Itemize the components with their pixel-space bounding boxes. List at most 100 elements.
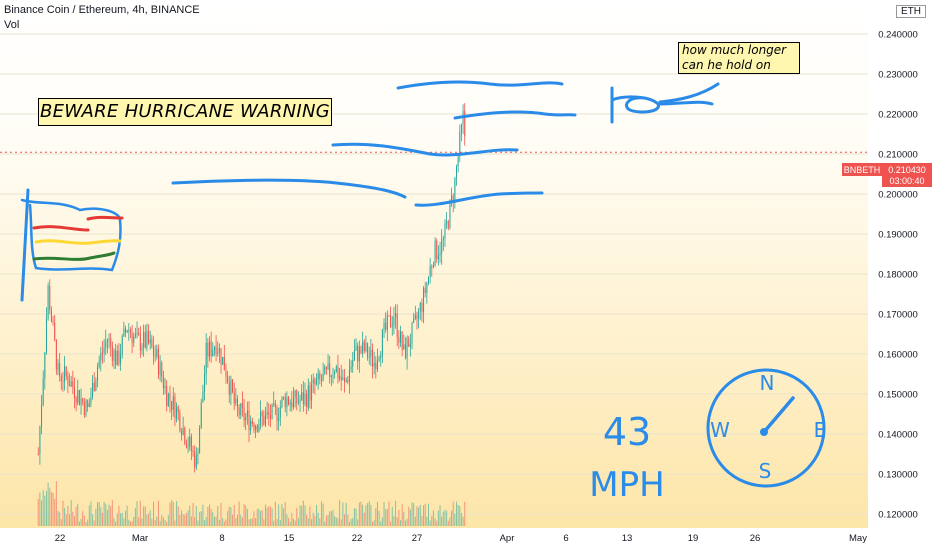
volume-bar — [462, 516, 464, 526]
volume-bar — [184, 514, 186, 526]
volume-bar — [148, 513, 150, 526]
candle-body — [230, 379, 232, 395]
candle-body — [220, 348, 222, 365]
candle-body — [325, 366, 327, 370]
volume-bar — [334, 516, 336, 526]
volume-bar — [378, 510, 380, 526]
candle-body — [404, 344, 406, 359]
volume-bar — [353, 508, 355, 526]
candle-body — [329, 363, 331, 378]
volume-bar — [329, 511, 331, 526]
volume-bar — [138, 517, 140, 526]
candle-body — [332, 374, 334, 376]
candle-body — [439, 253, 441, 256]
candle-body — [411, 322, 413, 344]
volume-bar — [98, 502, 100, 526]
price-badge-bg — [882, 163, 932, 187]
candle-body — [172, 396, 174, 410]
volume-bar — [44, 495, 46, 526]
volume-bar — [459, 506, 461, 526]
candle-body — [67, 376, 69, 385]
volume-bar — [452, 501, 454, 526]
candle-body — [62, 380, 64, 382]
candle-body — [52, 321, 54, 323]
candle-body — [406, 338, 408, 359]
candle-body — [157, 348, 159, 375]
candle-body — [227, 376, 229, 383]
volume-bar — [306, 514, 308, 526]
volume-bar — [131, 521, 133, 526]
volume-bar — [367, 502, 369, 526]
candle-body — [274, 403, 276, 408]
price-badge-countdown: 03:00:40 — [889, 176, 924, 186]
volume-bar — [444, 509, 446, 526]
volume-bar — [65, 514, 67, 526]
candle-body — [264, 414, 266, 425]
volume-bar — [41, 500, 43, 526]
candle-body — [143, 331, 145, 348]
volume-bar — [108, 504, 110, 526]
volume-bar — [176, 501, 178, 526]
y-tick-label: 0.160000 — [878, 350, 918, 361]
currency-badge[interactable]: ETH — [896, 5, 926, 18]
candle-body — [304, 393, 306, 405]
volume-bar — [307, 518, 309, 526]
candle-body — [276, 407, 278, 422]
volume-bar — [88, 505, 90, 526]
volume-bar — [457, 504, 459, 526]
candle-body — [93, 382, 95, 391]
volume-bar — [157, 500, 159, 526]
candle-body — [375, 362, 377, 370]
candle-body — [437, 255, 439, 260]
volume-bar — [166, 521, 168, 526]
volume-bar — [352, 517, 354, 526]
volume-bar — [327, 515, 329, 526]
volume-bar — [460, 512, 462, 526]
candle-body — [381, 329, 383, 356]
volume-bar — [87, 519, 89, 526]
volume-bar — [358, 502, 360, 526]
candle-body — [451, 195, 453, 201]
candle-body — [70, 381, 72, 387]
volume-bar — [263, 519, 265, 526]
candle-body — [42, 378, 44, 405]
volume-bar — [375, 508, 377, 526]
candle-body — [403, 344, 405, 350]
candle-body — [390, 315, 392, 327]
candle-body — [248, 410, 250, 431]
candle-body — [44, 352, 46, 379]
candle-body — [255, 425, 257, 430]
candle-body — [273, 403, 275, 405]
candle-body — [432, 265, 434, 267]
volume-bar — [288, 518, 290, 526]
volume-indicator-label[interactable]: Vol — [4, 19, 20, 31]
volume-bar — [312, 512, 314, 526]
volume-bar — [174, 520, 176, 526]
volume-bar — [357, 519, 359, 526]
volume-bar — [320, 501, 322, 526]
volume-bar — [143, 506, 145, 526]
candle-body — [296, 390, 298, 404]
volume-bar — [47, 482, 49, 526]
volume-bar — [301, 505, 303, 526]
candle-body — [169, 393, 171, 401]
x-tick-label: 22 — [55, 533, 66, 544]
volume-bar — [213, 516, 215, 526]
volume-bar — [243, 504, 245, 526]
volume-bar — [319, 518, 321, 526]
volume-bar — [372, 521, 374, 526]
candle-body — [261, 411, 263, 417]
wind-swirl — [610, 95, 660, 114]
volume-bar — [304, 505, 306, 526]
volume-bar — [100, 507, 102, 526]
volume-bar — [388, 501, 390, 526]
candle-body — [121, 336, 123, 355]
candle-body — [54, 322, 56, 340]
candle-body — [148, 330, 150, 344]
volume-bar — [269, 506, 271, 526]
candle-body — [154, 355, 156, 357]
volume-bar — [376, 502, 378, 526]
candle-body — [263, 416, 265, 425]
candle-body — [64, 366, 66, 382]
y-tick-label: 0.250000 — [878, 0, 918, 1]
